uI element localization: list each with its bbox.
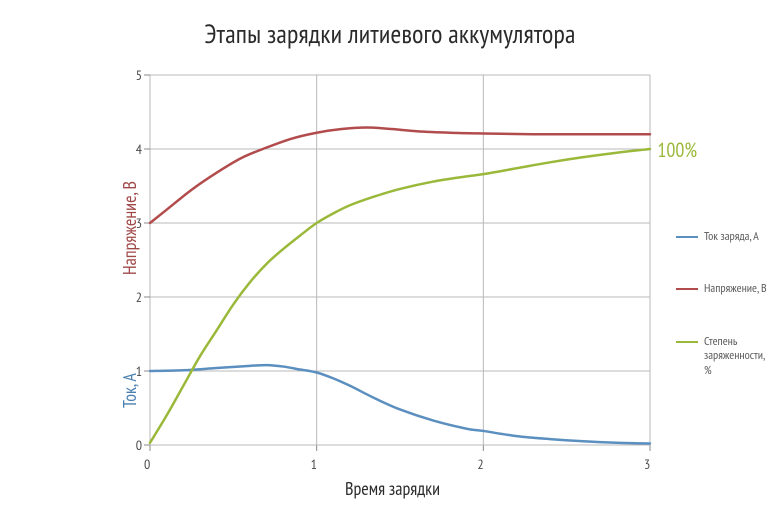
series-voltage bbox=[150, 128, 650, 223]
y-axis-label-voltage: Напряжение, В bbox=[118, 181, 141, 275]
legend-swatch-soc bbox=[676, 341, 698, 343]
legend-label-current: Ток заряда, А bbox=[704, 230, 768, 244]
x-tick-label: 2 bbox=[477, 455, 483, 473]
plot-area bbox=[150, 75, 650, 445]
x-tick-label: 1 bbox=[311, 455, 317, 473]
annotation-100pct: 100% bbox=[657, 137, 697, 163]
y-tick-label: 2 bbox=[128, 288, 142, 306]
chart-title: Этапы зарядки литиевого аккумулятора bbox=[0, 18, 780, 51]
legend-label-soc: Степень заряженности, % bbox=[704, 335, 768, 378]
x-tick-label: 3 bbox=[644, 455, 650, 473]
x-tick-label: 0 bbox=[144, 455, 150, 473]
legend-item-soc: Степень заряженности, % bbox=[676, 335, 768, 378]
y-tick-label: 5 bbox=[128, 66, 142, 84]
legend-swatch-current bbox=[676, 236, 698, 238]
legend-item-voltage: Напряжение, В bbox=[676, 282, 768, 296]
y-tick-label: 4 bbox=[128, 140, 142, 158]
y-tick-label: 0 bbox=[128, 436, 142, 454]
x-axis-label: Время зарядки bbox=[345, 477, 440, 500]
y-axis-label-current: Ток, А bbox=[118, 373, 141, 408]
legend-label-voltage: Напряжение, В bbox=[704, 282, 768, 296]
series-soc bbox=[150, 149, 650, 443]
legend-item-current: Ток заряда, А bbox=[676, 230, 768, 244]
series-current bbox=[150, 365, 650, 443]
legend-swatch-voltage bbox=[676, 288, 698, 290]
chart-svg bbox=[150, 75, 650, 445]
legend: Ток заряда, А Напряжение, В Степень заря… bbox=[676, 230, 768, 416]
